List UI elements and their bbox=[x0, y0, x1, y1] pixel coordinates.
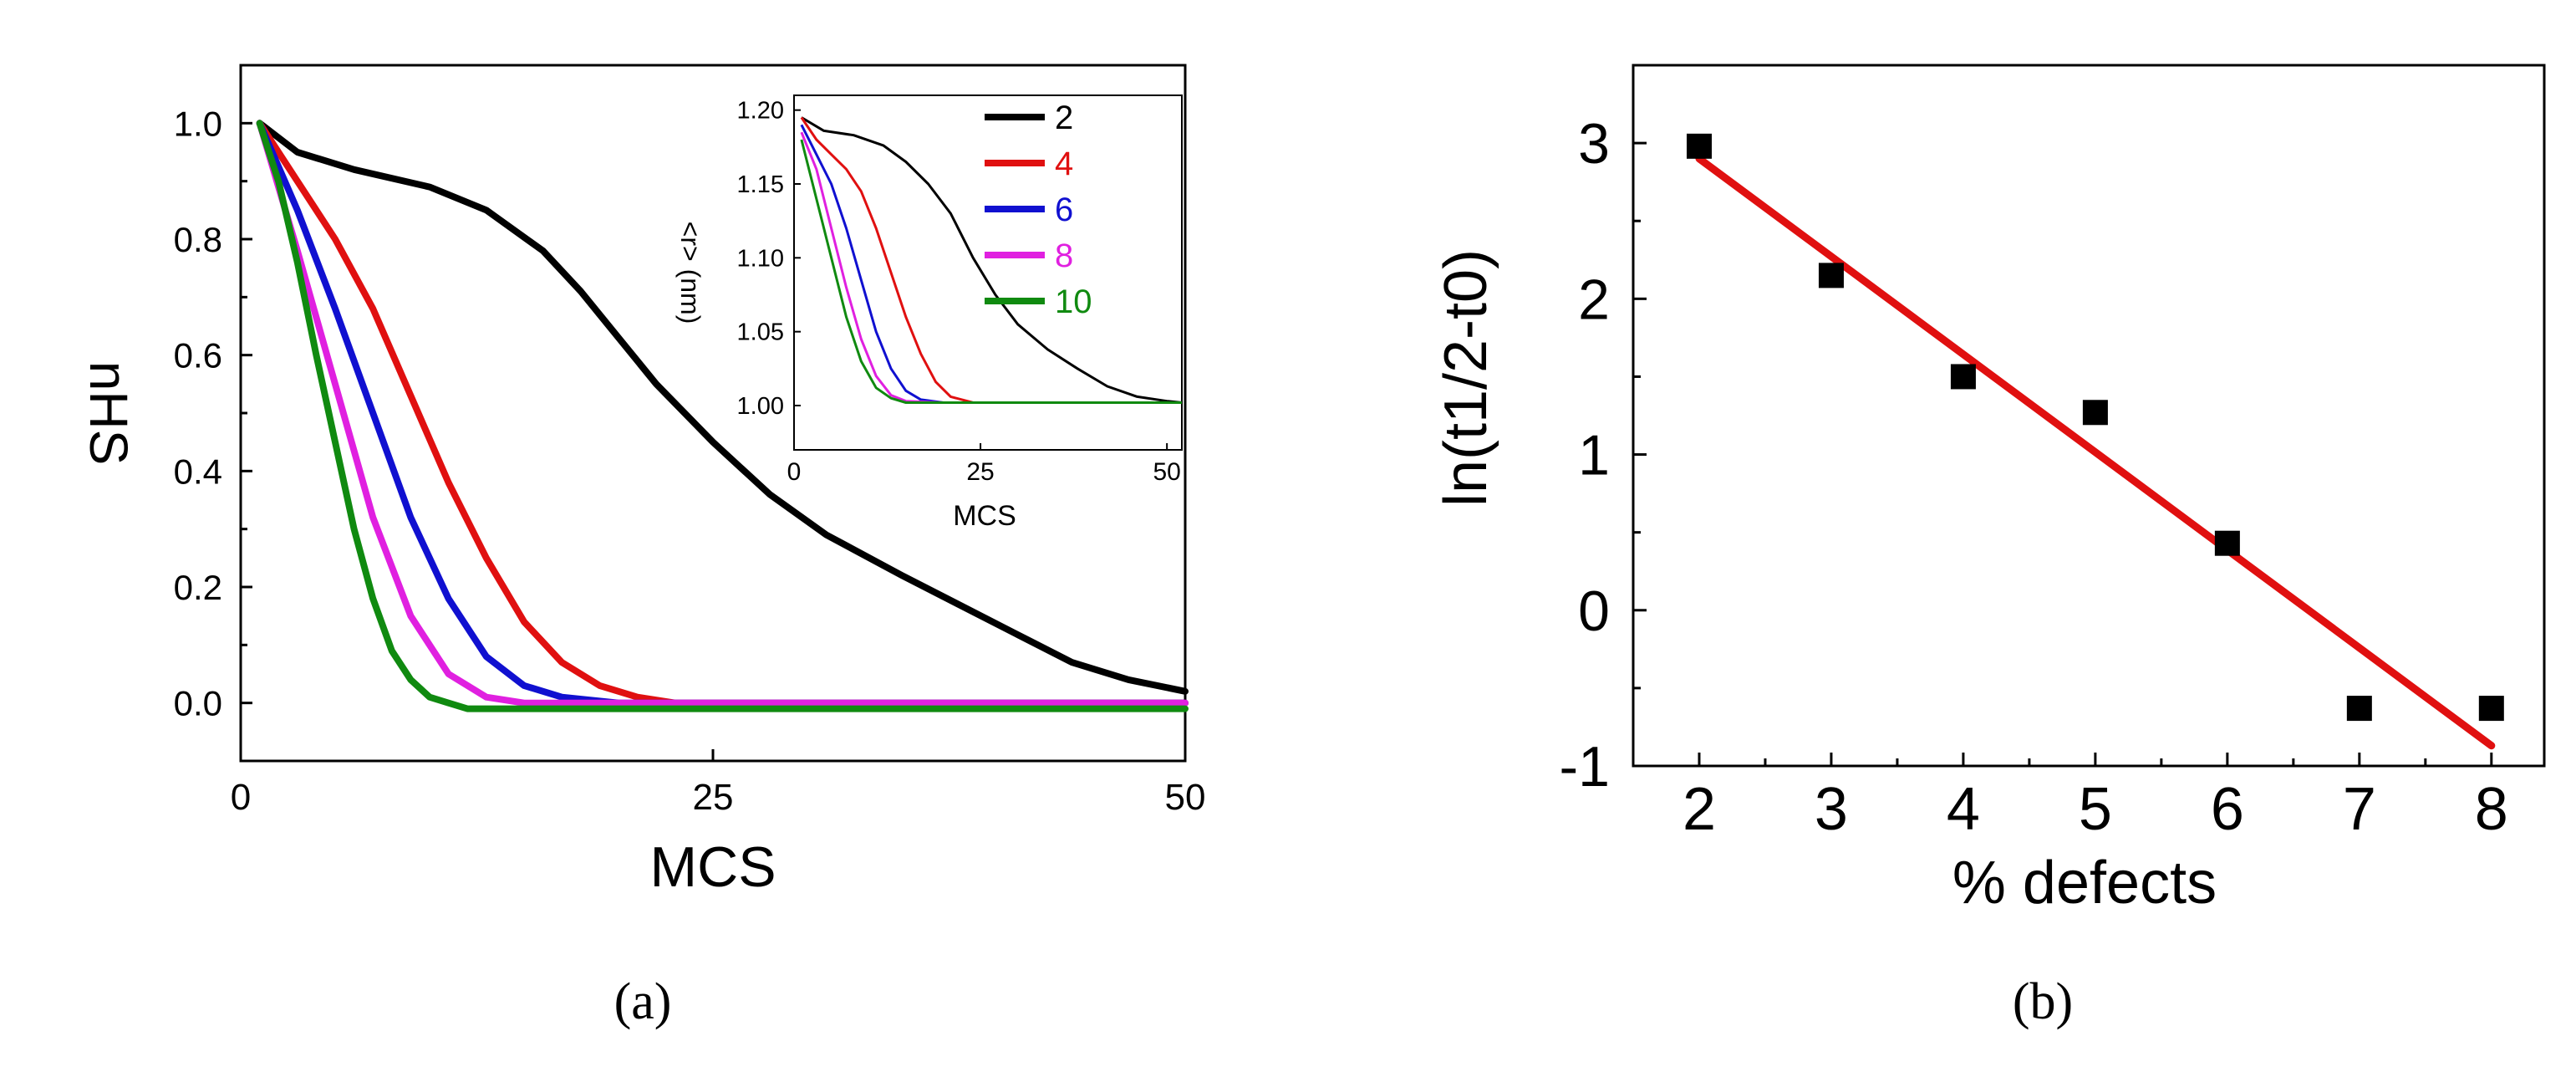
panel-a-y-tick-label: 0.0 bbox=[174, 684, 222, 723]
panel-a-series-lines bbox=[256, 120, 1189, 712]
panel-b-frame bbox=[1632, 64, 2546, 768]
inset-y-tick-label: 1.10 bbox=[737, 245, 784, 272]
data-point-4 bbox=[1950, 364, 1976, 390]
panel-b-data-points bbox=[1686, 133, 2504, 722]
panel-b-y-tick-label: 1 bbox=[1578, 424, 1610, 487]
data-point-6 bbox=[2214, 530, 2240, 556]
panel-b-x-tick-label: 5 bbox=[2079, 776, 2112, 843]
inset-x-tick-label: 25 bbox=[966, 458, 994, 486]
inset-x-ticks: 0 25 50 bbox=[787, 443, 1181, 486]
panel-b-fit-line-group bbox=[1695, 155, 2496, 750]
panel-b-y-ticks: -1 0 1 2 3 bbox=[1560, 112, 1647, 799]
panel-b-y-tick-label: 3 bbox=[1578, 112, 1610, 176]
legend-label-10: 10 bbox=[1055, 283, 1092, 320]
panel-a-x-ticks: 0 25 50 bbox=[231, 749, 1206, 818]
inset-y-tick-label: 1.05 bbox=[737, 319, 784, 346]
data-point-7 bbox=[2346, 696, 2372, 722]
panel-b-x-ticks: 2 3 4 5 6 7 8 bbox=[1683, 753, 2508, 843]
fit-line bbox=[1695, 155, 2496, 750]
panel-a-y-tick-label: 0.6 bbox=[174, 336, 222, 375]
panel-b-y-tick-label: -1 bbox=[1560, 735, 1610, 799]
panel-a-x-tick-label: 50 bbox=[1165, 777, 1206, 818]
panel-a-x-axis-label: MCS bbox=[649, 835, 776, 899]
inset-x-axis-label: MCS bbox=[953, 500, 1016, 532]
inset-x-tick-label: 0 bbox=[787, 458, 802, 486]
data-point-8 bbox=[2478, 696, 2504, 722]
panel-b-x-tick-label: 4 bbox=[1947, 776, 1980, 843]
inset-series-line-2 bbox=[801, 116, 1183, 404]
panel-a-y-tick-label: 0.2 bbox=[174, 568, 222, 607]
legend-label-4: 4 bbox=[1055, 145, 1073, 182]
series-line-2 bbox=[256, 120, 1189, 695]
panel-b-x-tick-label: 6 bbox=[2211, 776, 2244, 843]
inset-frame bbox=[793, 94, 1183, 451]
data-point-3 bbox=[1818, 263, 1844, 288]
panel-a-y-ticks: 0.0 0.2 0.4 0.6 0.8 1.0 bbox=[174, 104, 252, 723]
panel-a-caption: (a) bbox=[614, 973, 672, 1030]
panel-a-inset-chart: 0 25 50 1.00 1.05 1.10 1.15 1.20 MCS <r> (nm) bbox=[675, 94, 1183, 532]
data-point-5 bbox=[2082, 400, 2108, 426]
panel-a-legend: 2 4 6 8 10 bbox=[985, 100, 1092, 320]
inset-series-lines bbox=[800, 116, 1183, 404]
panel-a-y-tick-label: 0.8 bbox=[174, 220, 222, 259]
panel-b-x-tick-label: 2 bbox=[1683, 776, 1716, 843]
panel-b-y-axis-label: ln(t1/2-t0) bbox=[1433, 249, 1499, 507]
panel-b-x-tick-label: 7 bbox=[2343, 776, 2376, 843]
series-line-10 bbox=[256, 120, 1189, 712]
data-point-2 bbox=[1686, 133, 1712, 159]
inset-y-ticks: 1.00 1.05 1.10 1.15 1.20 bbox=[737, 98, 801, 420]
inset-y-tick-label: 1.20 bbox=[737, 98, 784, 125]
legend-label-6: 6 bbox=[1055, 191, 1073, 228]
panel-b-y-tick-label: 0 bbox=[1578, 579, 1610, 643]
panel-b-chart: 2 3 4 5 6 7 8 -1 0 1 2 3 % defects ln(t1/2-t0) bbox=[1433, 64, 2546, 916]
legend-label-2: 2 bbox=[1055, 100, 1073, 136]
panel-a-y-axis-label: nHS bbox=[79, 361, 139, 466]
inset-y-tick-label: 1.00 bbox=[737, 393, 784, 420]
panel-b-x-tick-label: 8 bbox=[2475, 776, 2508, 843]
legend-label-8: 8 bbox=[1055, 237, 1073, 274]
panel-a-x-tick-label: 25 bbox=[693, 777, 734, 818]
panel-a-y-tick-label: 1.0 bbox=[174, 104, 222, 143]
series-line-8 bbox=[256, 120, 1189, 707]
panel-b-y-tick-label: 2 bbox=[1578, 268, 1610, 331]
inset-series-line-10 bbox=[800, 139, 1182, 404]
panel-b-x-tick-label: 3 bbox=[1815, 776, 1848, 843]
inset-y-axis-label: <r> (nm) bbox=[675, 222, 705, 324]
panel-b-x-axis-label: % defects bbox=[1952, 850, 2217, 916]
inset-y-tick-label: 1.15 bbox=[737, 171, 784, 198]
inset-x-tick-label: 50 bbox=[1153, 458, 1180, 486]
panel-b-caption: (b) bbox=[2013, 973, 2073, 1030]
panel-a-chart: 0 25 50 0.0 0.2 0.4 0.6 0.8 1.0 MCS nHS 0 25 50 1… bbox=[79, 64, 1206, 899]
panel-a-x-tick-label: 0 bbox=[231, 777, 251, 818]
inset-background bbox=[794, 95, 1182, 450]
panel-a-y-tick-label: 0.4 bbox=[174, 452, 222, 491]
